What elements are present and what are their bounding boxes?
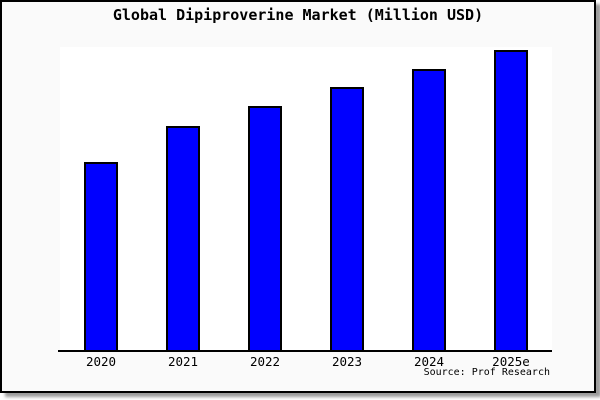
- x-tick-label-2023: 2023: [331, 354, 363, 369]
- bar-2020: [84, 162, 118, 350]
- x-tick-label-2020: 2020: [85, 354, 117, 369]
- bar-2024: [412, 69, 446, 350]
- bar-slot-2024: [388, 47, 470, 350]
- x-tick-label-2025e: 2025e: [492, 354, 530, 369]
- bar-slot-2020: [60, 47, 142, 350]
- bar-2022: [248, 106, 282, 350]
- source-credit: Source: Prof Research: [423, 367, 550, 378]
- bar-slot-2025e: [470, 47, 552, 350]
- x-axis-line: [58, 350, 552, 352]
- bar-series: [60, 47, 552, 350]
- bar-2023: [330, 87, 364, 350]
- bar-2025e: [494, 50, 528, 350]
- bar-2021: [166, 126, 200, 350]
- x-axis-tick-labels: 2020 2021 2022 2023 2024 2025e: [60, 354, 552, 369]
- x-tick-label-2021: 2021: [167, 354, 199, 369]
- bar-slot-2023: [306, 47, 388, 350]
- chart-title: Global Dipiproverine Market (Million USD…: [112, 6, 484, 24]
- plot-area: [60, 47, 552, 350]
- bar-slot-2022: [224, 47, 306, 350]
- chart-frame: Global Dipiproverine Market (Million USD…: [0, 0, 596, 393]
- x-tick-label-2024: 2024: [413, 354, 445, 369]
- bar-slot-2021: [142, 47, 224, 350]
- x-tick-label-2022: 2022: [249, 354, 281, 369]
